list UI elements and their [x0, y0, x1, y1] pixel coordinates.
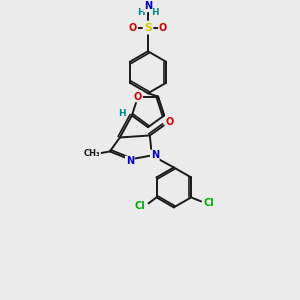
Text: S: S — [144, 23, 152, 33]
Text: O: O — [159, 23, 167, 33]
Text: H: H — [137, 8, 145, 17]
Text: O: O — [134, 92, 142, 101]
Text: N: N — [126, 156, 134, 167]
Text: Cl: Cl — [134, 201, 145, 212]
Text: H: H — [151, 8, 159, 17]
Text: O: O — [129, 23, 137, 33]
Text: N: N — [151, 150, 159, 161]
Text: H: H — [118, 109, 126, 118]
Text: N: N — [144, 2, 152, 11]
Text: O: O — [166, 118, 174, 128]
Text: Cl: Cl — [204, 198, 214, 208]
Text: CH₃: CH₃ — [84, 149, 100, 158]
